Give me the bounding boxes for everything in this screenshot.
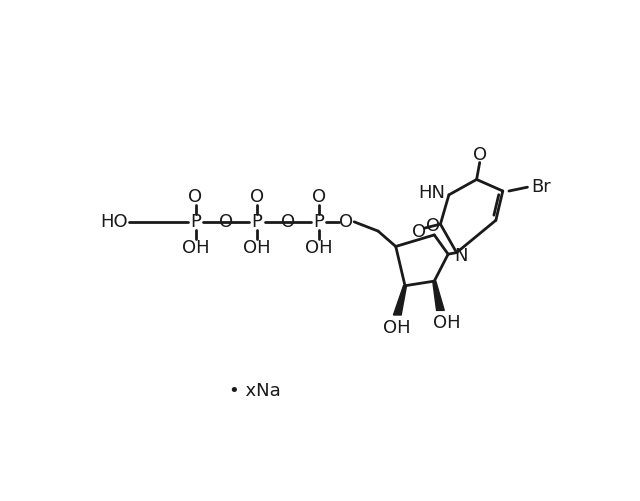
Text: P: P [190, 213, 201, 231]
Text: O: O [472, 146, 487, 164]
Text: O: O [189, 188, 203, 206]
Polygon shape [433, 281, 444, 311]
Text: O: O [412, 223, 426, 241]
Text: P: P [314, 213, 324, 231]
Text: • xNa: • xNa [229, 382, 281, 400]
Text: O: O [426, 216, 440, 234]
Text: O: O [250, 188, 264, 206]
Text: Br: Br [531, 178, 551, 196]
Text: OH: OH [305, 239, 333, 257]
Text: HN: HN [418, 184, 445, 202]
Text: O: O [339, 213, 353, 231]
Text: O: O [220, 213, 234, 231]
Text: OH: OH [433, 315, 460, 333]
Text: N: N [454, 246, 468, 265]
Text: O: O [281, 213, 295, 231]
Text: OH: OH [383, 319, 411, 337]
Polygon shape [394, 286, 406, 315]
Text: O: O [312, 188, 326, 206]
Text: OH: OH [243, 239, 271, 257]
Text: P: P [252, 213, 262, 231]
Text: HO: HO [100, 213, 128, 231]
Text: OH: OH [182, 239, 209, 257]
